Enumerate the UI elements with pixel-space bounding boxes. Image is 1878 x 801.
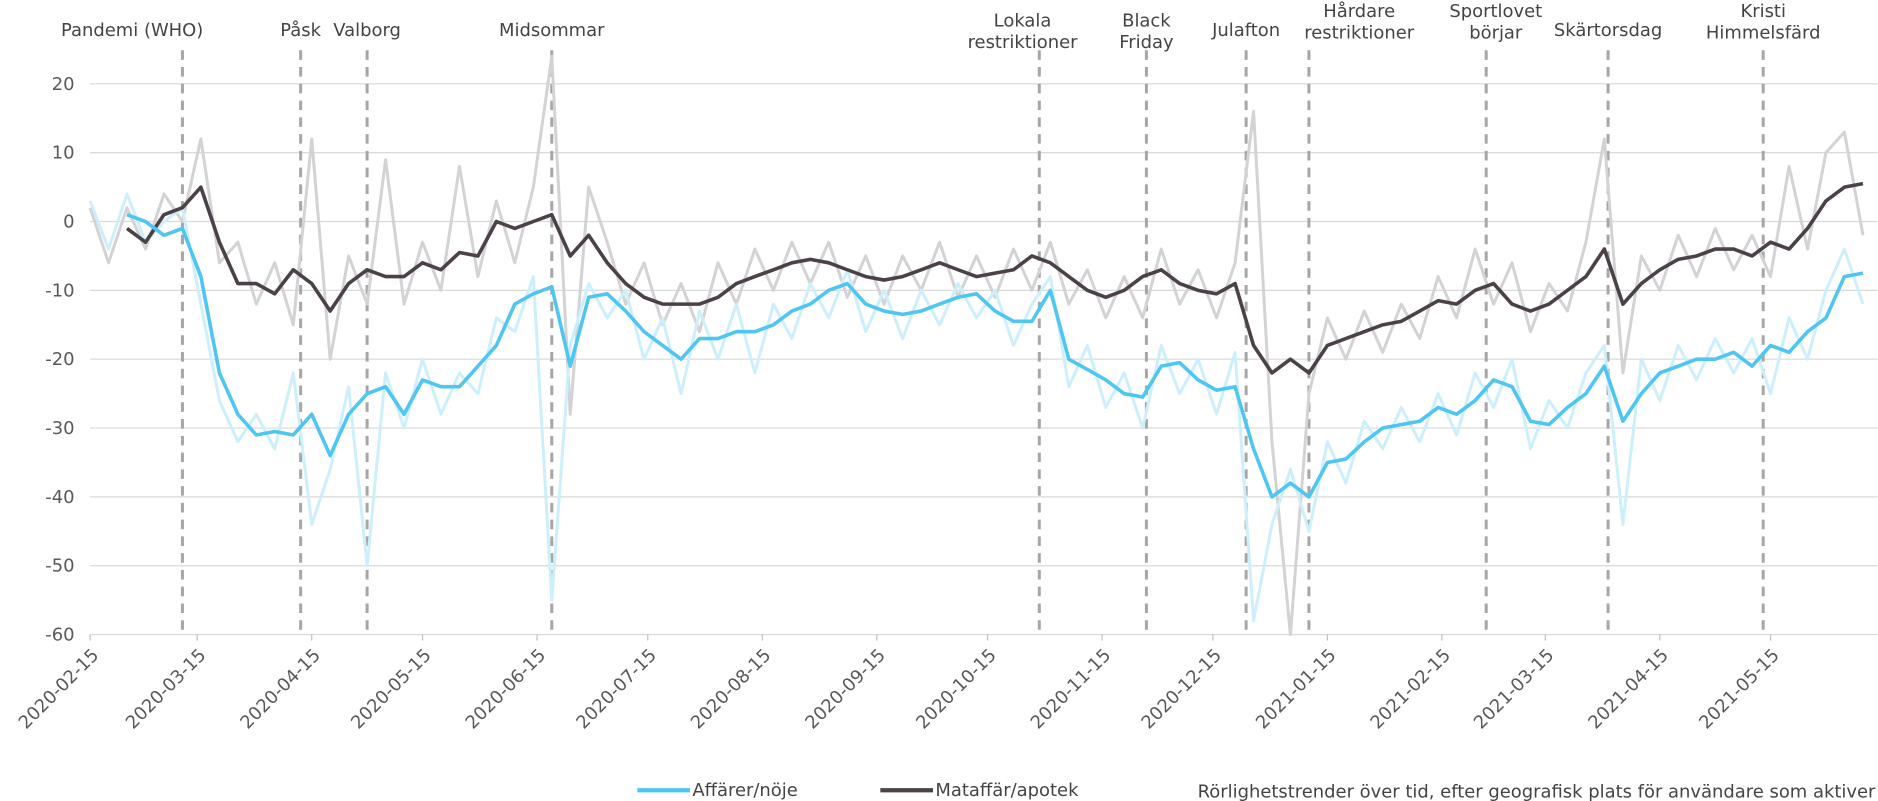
event-label: Lokala: [994, 10, 1052, 31]
y-tick-label: -60: [45, 625, 74, 646]
event-label: börjar: [1469, 22, 1523, 43]
x-tick-label: 2020-12-15: [1137, 645, 1226, 734]
x-tick-label: 2020-06-15: [462, 645, 551, 734]
x-tick-label: 2021-05-15: [1695, 645, 1784, 734]
event-label: Valborg: [333, 20, 401, 41]
series-line: [126, 212, 1864, 499]
y-tick-label: 10: [52, 143, 75, 164]
x-tick-label: 2020-08-15: [687, 645, 776, 734]
x-tick-label: 2021-04-15: [1584, 645, 1673, 734]
event-label: Skärtorsdag: [1554, 20, 1662, 41]
event-label: restriktioner: [1304, 22, 1415, 43]
y-tick-label: 0: [63, 211, 74, 232]
event-label: Julafton: [1211, 20, 1280, 41]
event-label: Påsk: [280, 20, 321, 41]
x-tick-label: 2021-03-15: [1470, 645, 1559, 734]
y-tick-label: -40: [45, 487, 74, 508]
event-label: Pandemi (WHO): [61, 20, 203, 41]
legend-label: Affärer/nöje: [692, 780, 797, 801]
x-tick-label: 2021-01-15: [1252, 645, 1341, 734]
x-tick-label: 2020-05-15: [347, 645, 436, 734]
legend-label: Mataffär/apotek: [935, 780, 1079, 801]
event-label: Black: [1122, 10, 1171, 31]
y-tick-label: -50: [45, 556, 74, 577]
y-tick-label: -20: [45, 349, 74, 370]
event-label: restriktioner: [968, 32, 1079, 53]
y-tick-label: 20: [52, 74, 75, 95]
x-tick-label: 2020-02-15: [15, 645, 104, 734]
event-label: Himmelsfärd: [1706, 22, 1821, 43]
y-tick-label: -30: [45, 418, 74, 439]
series-line: [125, 181, 1864, 375]
raw-line: [88, 54, 1865, 637]
event-label: Kristi: [1740, 1, 1785, 22]
x-tick-label: 2020-11-15: [1027, 645, 1116, 734]
event-label: Friday: [1119, 32, 1174, 53]
event-label: Sportlovet: [1449, 1, 1542, 22]
event-label: Midsommar: [499, 20, 605, 41]
y-tick-label: -10: [45, 280, 74, 301]
x-tick-label: 2020-03-15: [122, 645, 211, 734]
x-tick-label: 2020-10-15: [912, 645, 1001, 734]
x-tick-label: 2020-09-15: [801, 645, 890, 734]
x-tick-label: 2021-02-15: [1366, 645, 1455, 734]
raw-line: [88, 192, 1865, 623]
x-tick-label: 2020-04-15: [236, 645, 325, 734]
event-label: Hårdare: [1323, 1, 1395, 22]
x-tick-label: 2020-07-15: [572, 645, 661, 734]
footnote: Rörlighetstrender över tid, efter geogra…: [1198, 781, 1876, 801]
